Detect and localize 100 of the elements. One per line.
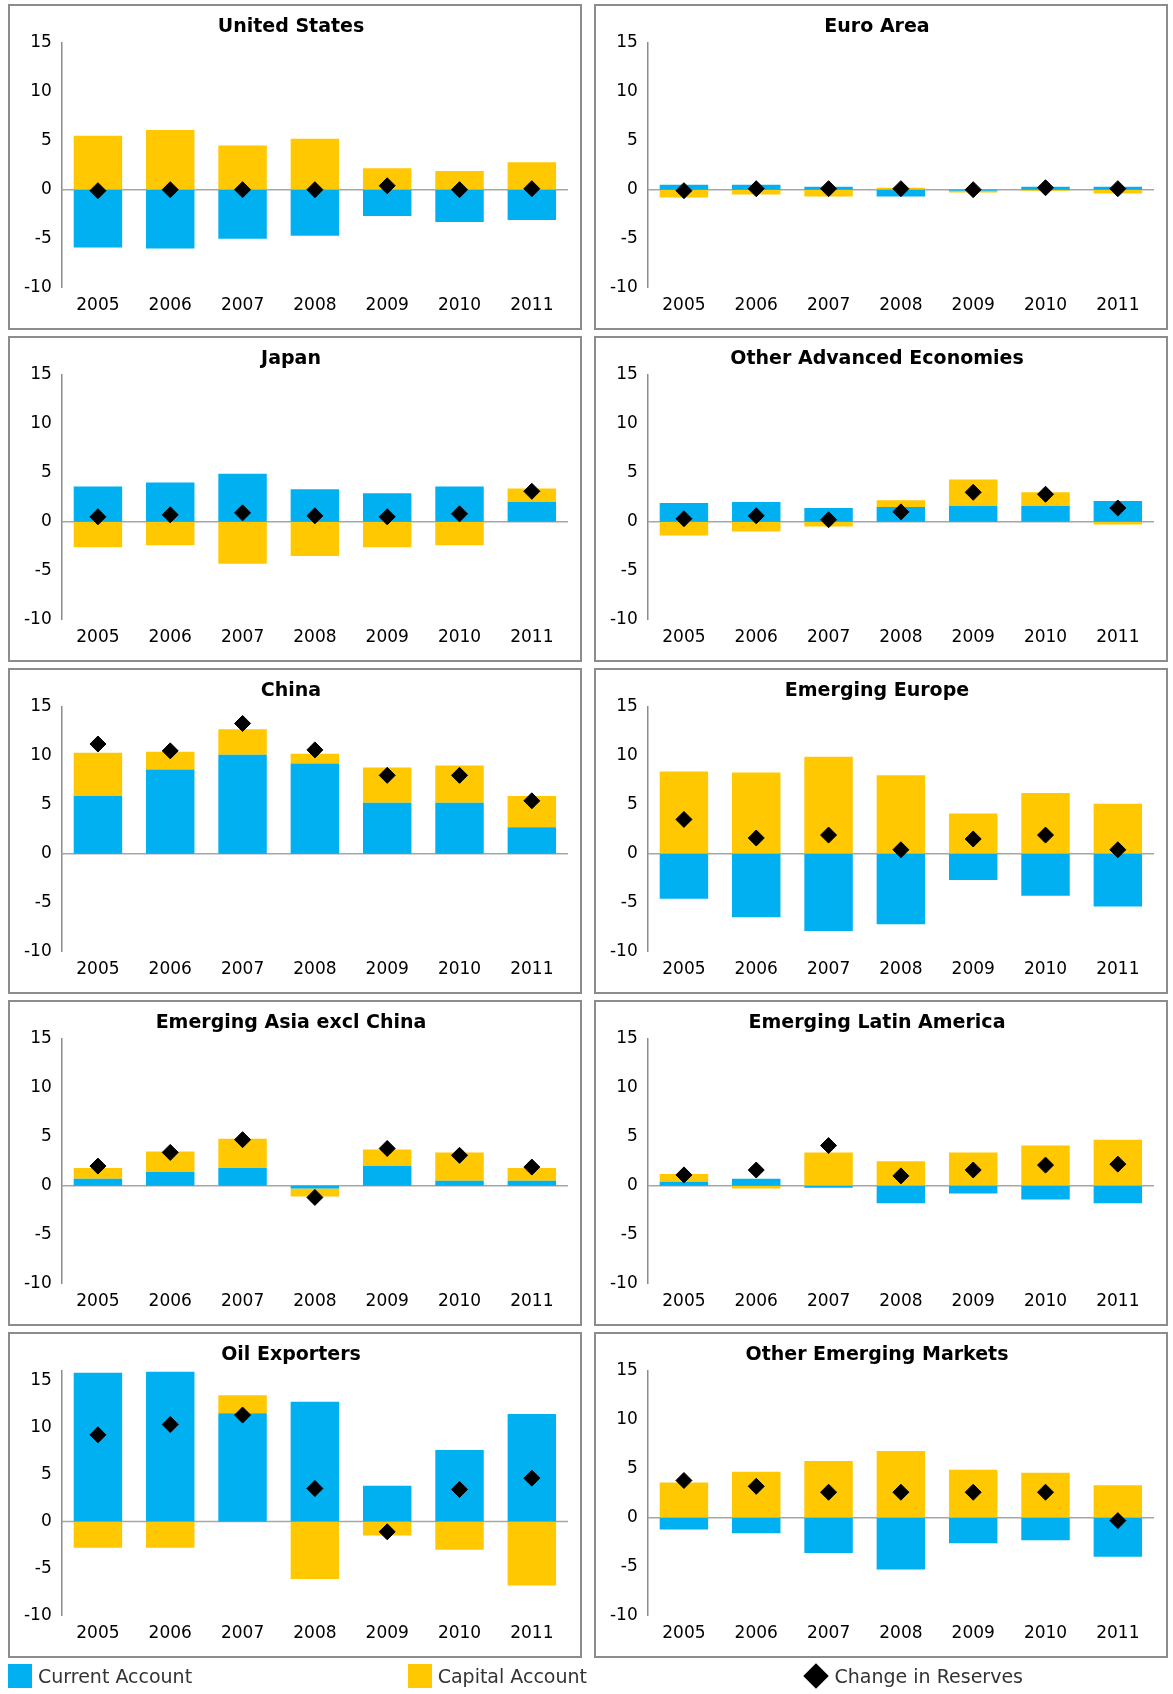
x-tick-label: 2011 bbox=[1096, 626, 1140, 647]
y-tick-label: 15 bbox=[616, 1359, 638, 1380]
x-tick-label: 2005 bbox=[662, 294, 706, 315]
y-tick-label: -10 bbox=[23, 276, 52, 297]
x-tick-label: 2006 bbox=[734, 294, 778, 315]
y-tick-label: -10 bbox=[23, 1272, 52, 1293]
y-tick-label: 15 bbox=[616, 695, 638, 716]
x-tick-label: 2010 bbox=[1023, 294, 1068, 315]
y-tick-label: -10 bbox=[609, 1272, 638, 1293]
y-tick-label: 0 bbox=[626, 1506, 638, 1527]
x-tick-label: 2011 bbox=[1096, 958, 1140, 979]
chart-title: Emerging Europe bbox=[784, 678, 970, 701]
x-tick-label: 2005 bbox=[76, 1290, 120, 1311]
chart-title: Oil Exporters bbox=[221, 1342, 361, 1365]
y-tick-label: 5 bbox=[626, 461, 638, 482]
x-tick-label: 2011 bbox=[1096, 294, 1140, 315]
x-tick-label: 2008 bbox=[293, 958, 337, 979]
y-tick-label: 15 bbox=[30, 31, 52, 52]
chart-title: United States bbox=[217, 14, 365, 37]
x-tick-label: 2007 bbox=[806, 1290, 851, 1311]
x-tick-label: 2007 bbox=[806, 1622, 851, 1643]
x-tick-label: 2010 bbox=[1023, 626, 1068, 647]
x-tick-label: 2010 bbox=[437, 1622, 482, 1643]
x-tick-label: 2007 bbox=[220, 1622, 265, 1643]
x-tick-label: 2010 bbox=[1023, 1622, 1068, 1643]
legend-label: Current Account bbox=[38, 1665, 193, 1687]
x-tick-label: 2011 bbox=[510, 958, 554, 979]
chart-title: Other Advanced Economies bbox=[730, 346, 1024, 369]
x-tick-label: 2009 bbox=[365, 1290, 409, 1311]
y-tick-label: -5 bbox=[620, 1223, 638, 1244]
x-tick-label: 2009 bbox=[951, 294, 995, 315]
x-tick-label: 2005 bbox=[76, 294, 120, 315]
chart-title: Other Emerging Markets bbox=[745, 1342, 1009, 1365]
y-tick-label: -10 bbox=[23, 1604, 52, 1625]
x-tick-label: 2011 bbox=[1096, 1290, 1140, 1311]
y-tick-label: 5 bbox=[626, 129, 638, 150]
x-tick-label: 2006 bbox=[734, 1290, 778, 1311]
x-tick-label: 2007 bbox=[220, 958, 265, 979]
y-tick-label: -5 bbox=[34, 227, 52, 248]
y-tick-label: 5 bbox=[40, 461, 52, 482]
y-tick-label: -10 bbox=[609, 276, 638, 297]
y-tick-label: 15 bbox=[616, 363, 638, 384]
y-tick-label: -10 bbox=[609, 608, 638, 629]
y-tick-label: 10 bbox=[30, 1076, 52, 1097]
x-tick-label: 2005 bbox=[76, 1622, 120, 1643]
y-tick-label: 10 bbox=[616, 1408, 638, 1429]
chart-title: China bbox=[260, 678, 322, 701]
y-tick-label: -5 bbox=[620, 227, 638, 248]
y-tick-label: -5 bbox=[34, 559, 52, 580]
y-tick-label: 0 bbox=[626, 842, 638, 863]
x-tick-label: 2009 bbox=[951, 1622, 995, 1643]
y-tick-label: 5 bbox=[40, 1462, 52, 1483]
y-tick-label: -10 bbox=[609, 1604, 638, 1625]
x-tick-label: 2010 bbox=[437, 294, 482, 315]
x-tick-label: 2009 bbox=[365, 958, 409, 979]
x-tick-label: 2011 bbox=[510, 1622, 554, 1643]
x-tick-label: 2009 bbox=[951, 1290, 995, 1311]
x-tick-label: 2008 bbox=[293, 626, 337, 647]
legend-label: Change in Reserves bbox=[834, 1665, 1023, 1687]
x-tick-label: 2011 bbox=[510, 1290, 554, 1311]
y-tick-label: 10 bbox=[30, 80, 52, 101]
x-tick-label: 2009 bbox=[365, 294, 409, 315]
x-tick-label: 2007 bbox=[806, 958, 851, 979]
y-tick-label: 10 bbox=[30, 744, 52, 765]
y-tick-label: -5 bbox=[34, 1223, 52, 1244]
x-tick-label: 2008 bbox=[293, 1622, 337, 1643]
x-tick-label: 2007 bbox=[806, 626, 851, 647]
x-tick-label: 2005 bbox=[76, 958, 120, 979]
chart-title: Japan bbox=[259, 346, 321, 369]
x-tick-label: 2006 bbox=[148, 294, 192, 315]
y-tick-label: 15 bbox=[30, 1027, 52, 1048]
y-tick-label: 15 bbox=[616, 31, 638, 52]
x-tick-label: 2006 bbox=[148, 1290, 192, 1311]
y-tick-label: -5 bbox=[620, 559, 638, 580]
x-tick-label: 2006 bbox=[734, 626, 778, 647]
x-tick-label: 2010 bbox=[437, 1290, 482, 1311]
y-tick-label: 15 bbox=[616, 1027, 638, 1048]
y-tick-label: 0 bbox=[40, 1174, 52, 1195]
x-tick-label: 2008 bbox=[293, 1290, 337, 1311]
x-tick-label: 2005 bbox=[662, 958, 706, 979]
y-tick-label: 15 bbox=[30, 695, 52, 716]
x-tick-label: 2009 bbox=[365, 626, 409, 647]
x-tick-label: 2008 bbox=[879, 1622, 923, 1643]
y-tick-label: 10 bbox=[616, 412, 638, 433]
y-tick-label: 15 bbox=[30, 1368, 52, 1389]
x-tick-label: 2011 bbox=[510, 294, 554, 315]
y-tick-label: 0 bbox=[626, 510, 638, 531]
x-tick-label: 2006 bbox=[734, 958, 778, 979]
y-tick-label: 5 bbox=[40, 129, 52, 150]
x-tick-label: 2009 bbox=[951, 958, 995, 979]
y-tick-label: 5 bbox=[40, 793, 52, 814]
y-tick-label: 15 bbox=[30, 363, 52, 384]
y-tick-label: 10 bbox=[616, 744, 638, 765]
y-tick-label: 0 bbox=[40, 1509, 52, 1530]
x-tick-label: 2007 bbox=[220, 626, 265, 647]
y-tick-label: -5 bbox=[620, 1555, 638, 1576]
x-tick-label: 2009 bbox=[951, 626, 995, 647]
y-tick-label: -10 bbox=[23, 940, 52, 961]
y-tick-label: -10 bbox=[609, 940, 638, 961]
x-tick-label: 2006 bbox=[148, 958, 192, 979]
